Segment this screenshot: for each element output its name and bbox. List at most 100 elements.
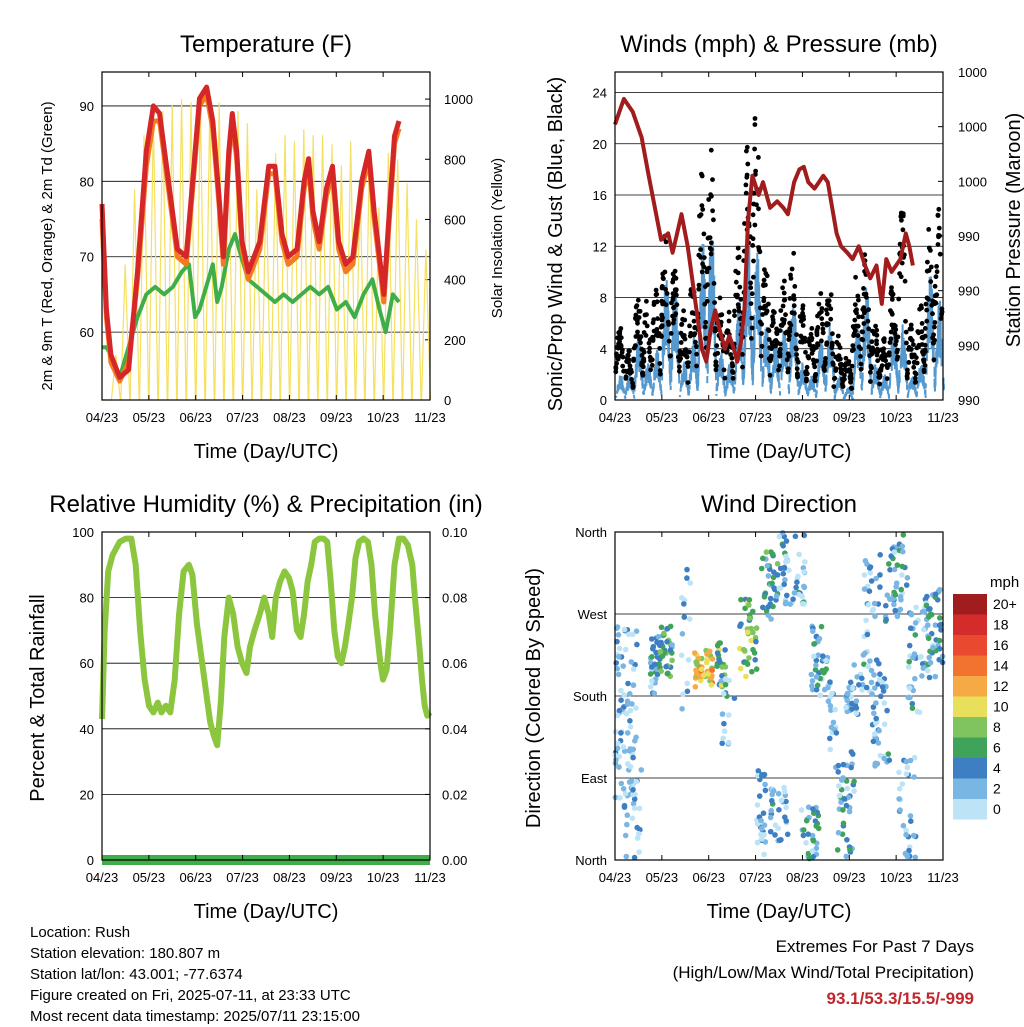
gust-point (903, 318, 908, 324)
gust-point (804, 364, 810, 370)
gust-point (657, 361, 663, 366)
y2-tick-label: 0.02 (442, 787, 467, 802)
wind-point (759, 301, 762, 331)
gust-point (819, 338, 824, 344)
wind-point (647, 369, 650, 379)
gust-point (710, 177, 715, 183)
direction-point (835, 762, 842, 769)
wind-point (650, 383, 653, 389)
wind-point (899, 355, 902, 369)
wind-point (690, 352, 693, 367)
gust-point (778, 322, 784, 328)
direction-point (898, 597, 904, 603)
gust-point (806, 354, 811, 360)
wind-point (896, 378, 899, 386)
direction-point (754, 839, 761, 846)
wind-point (663, 316, 666, 342)
direction-point (693, 667, 699, 673)
direction-point (738, 621, 744, 627)
direction-point (811, 641, 818, 647)
wind-point (940, 351, 943, 367)
direction-point (911, 774, 917, 780)
wind-point (667, 314, 670, 341)
gust-point (756, 155, 761, 160)
gust-point (937, 251, 943, 257)
y-tick-label: 80 (80, 174, 94, 189)
x-tick-label: 06/23 (179, 410, 212, 425)
gust-point (865, 318, 871, 324)
direction-point (924, 593, 930, 600)
wind-point (928, 318, 931, 343)
direction-point (722, 681, 729, 688)
direction-point (926, 654, 932, 661)
wind-point (931, 342, 934, 360)
gust-point (736, 305, 741, 310)
gust-point (635, 329, 640, 335)
y2-axis-title: Station Pressure (Maroon) (1003, 113, 1024, 348)
wind-point (803, 371, 806, 381)
wind-point (625, 387, 628, 392)
gust-point (813, 372, 819, 377)
direction-point (850, 685, 856, 692)
y2-tick-label: 990 (958, 393, 980, 408)
humidity-precip-panel: Relative Humidity (%) & Precipitation (i… (27, 491, 483, 923)
wind-point (815, 394, 817, 397)
wind-point (800, 379, 803, 386)
wind-point (935, 353, 938, 368)
wind-point (833, 395, 836, 398)
direction-point (843, 802, 850, 809)
direction-point (654, 671, 661, 678)
direction-point (861, 586, 868, 592)
gust-point (786, 337, 792, 342)
wind-point (745, 299, 747, 330)
gust-point (672, 312, 678, 318)
direction-point (634, 641, 640, 648)
gust-point (682, 336, 688, 342)
direction-point (927, 659, 934, 666)
gust-point (744, 174, 750, 180)
wind-point (692, 339, 695, 358)
legend-label: 20+ (993, 596, 1017, 612)
gust-point (800, 335, 805, 341)
gust-point (836, 353, 842, 359)
gust-point (708, 192, 713, 198)
gust-point (706, 235, 712, 241)
wind-point (719, 366, 721, 377)
gust-point (838, 366, 843, 371)
gust-point (886, 352, 892, 358)
direction-point (872, 613, 878, 620)
wind-point (751, 378, 754, 386)
direction-point (719, 740, 725, 747)
direction-point (624, 812, 631, 818)
direction-point (770, 574, 777, 581)
wind-point (750, 343, 753, 361)
x-tick-label: 09/23 (320, 410, 353, 425)
gust-point (712, 328, 718, 334)
gust-point (761, 283, 766, 288)
direction-point (708, 682, 715, 688)
direction-point (899, 781, 906, 787)
direction-point (809, 678, 816, 684)
direction-point (925, 622, 931, 628)
y2-tick-label: 0.00 (442, 853, 467, 868)
gust-point (800, 323, 806, 328)
wind-point (778, 383, 781, 389)
direction-point (679, 706, 685, 712)
y-tick-label: 80 (80, 591, 94, 606)
gust-point (899, 260, 905, 266)
direction-point (658, 624, 665, 631)
wind-point (743, 328, 746, 350)
gust-point (677, 368, 682, 374)
direction-point (777, 585, 784, 591)
y2-tick-label: 1000 (958, 65, 987, 80)
gust-point (756, 206, 761, 212)
direction-point (932, 673, 939, 680)
gust-point (618, 343, 624, 349)
wind-point (916, 383, 919, 389)
gust-point (752, 146, 757, 152)
gust-point (819, 316, 825, 321)
wind-point (815, 392, 818, 395)
legend-swatch (953, 696, 987, 717)
y2-tick-label: 0.04 (442, 722, 467, 737)
